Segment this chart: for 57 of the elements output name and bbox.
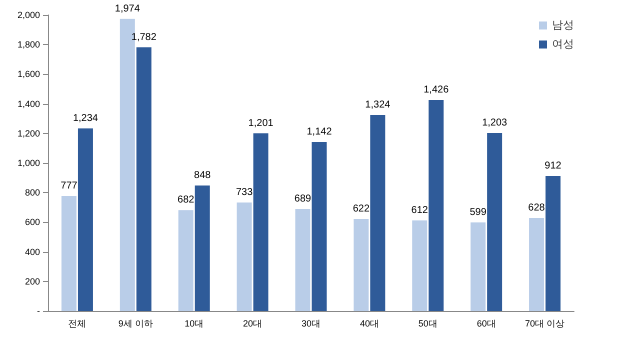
y-tick-label: 400: [24, 246, 40, 257]
x-tick-label: 30대: [301, 318, 321, 328]
bar: [354, 218, 369, 311]
data-label: 1,782: [131, 32, 157, 43]
bar: [428, 100, 444, 311]
bar: [253, 133, 268, 311]
bar: [470, 222, 486, 311]
y-tick-label: 2,000: [17, 10, 40, 20]
y-tick-label: 1,000: [17, 158, 40, 168]
bar: [178, 210, 194, 311]
bar: [194, 185, 210, 311]
bar: [312, 142, 327, 311]
data-label: 622: [352, 203, 370, 214]
y-tick-label: 1,600: [17, 69, 40, 80]
x-tick-label: 10대: [184, 318, 204, 328]
data-label: 1,324: [365, 100, 391, 111]
data-label: 1,426: [424, 84, 450, 96]
data-label: 689: [294, 194, 312, 205]
legend-label: 남성: [552, 20, 574, 32]
x-tick-label: 40대: [360, 318, 379, 328]
bar: [136, 47, 152, 311]
bar: [236, 202, 252, 311]
bar: [529, 218, 544, 311]
y-tick-label: 1,400: [17, 98, 40, 109]
data-label: 1,974: [114, 3, 140, 14]
y-tick-label: 1,800: [17, 40, 40, 50]
bar: [487, 132, 502, 311]
data-label: 848: [194, 170, 212, 181]
x-tick-label: 60대: [476, 318, 496, 328]
data-label: 682: [178, 194, 195, 206]
bar: [295, 209, 310, 311]
bar: [546, 176, 561, 311]
x-tick-label: 20대: [243, 318, 262, 328]
bar: [78, 128, 93, 311]
legend-label: 여성: [552, 38, 574, 50]
x-tick-label: 50대: [418, 318, 438, 328]
bar: [370, 115, 386, 311]
data-label: 599: [470, 206, 487, 218]
y-tick-label: 600: [24, 217, 40, 228]
data-label: 1,201: [248, 118, 274, 129]
data-label: 628: [528, 202, 546, 214]
y-tick-label: 800: [24, 188, 40, 198]
data-label: 1,142: [306, 126, 332, 138]
data-label: 1,203: [482, 117, 508, 128]
data-label: 1,234: [72, 112, 98, 124]
x-tick-label: 9세 이하: [118, 318, 153, 328]
y-tick-label: 200: [24, 276, 40, 286]
data-label: 912: [544, 160, 562, 172]
y-tick-label: 1,200: [17, 128, 40, 138]
x-tick-label: 전체: [68, 318, 86, 328]
data-label: 777: [60, 180, 78, 192]
x-tick-label: 70대 이상: [525, 318, 565, 328]
y-tick-label: -: [37, 306, 40, 316]
data-label: 612: [411, 204, 428, 216]
bar: [61, 196, 76, 311]
data-label: 733: [236, 187, 254, 198]
bar: [412, 220, 428, 311]
